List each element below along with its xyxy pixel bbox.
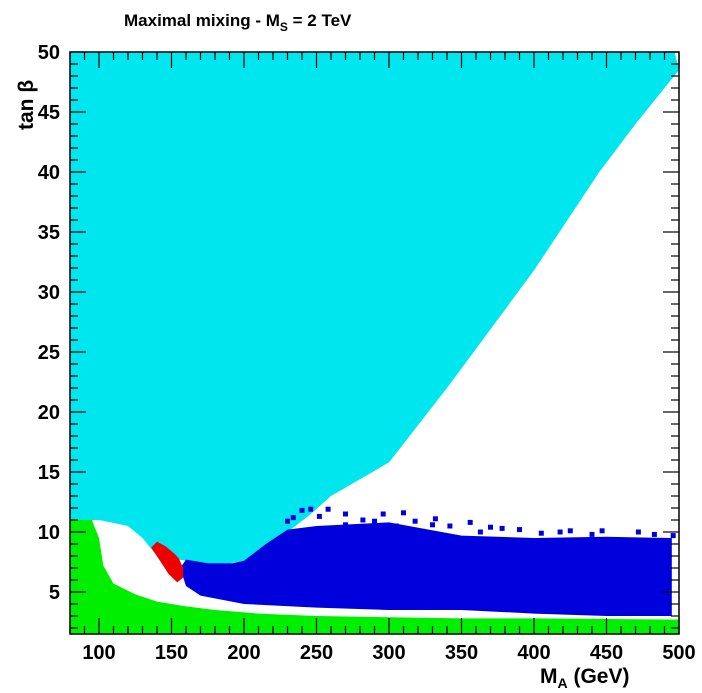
scatter-point	[290, 515, 296, 521]
region-allowed-blue	[180, 522, 672, 616]
y-tick-label: 20	[38, 402, 60, 424]
axis-tick-labels: 100 150 200 250 300 350 400 450 500 5 10 15 20 25 30 35…	[38, 42, 696, 664]
y-tick-label: 25	[38, 342, 60, 364]
y-tick-label: 15	[38, 462, 60, 484]
scatter-point	[430, 522, 435, 528]
scatter-point	[447, 523, 453, 529]
scatter-point	[401, 510, 406, 516]
x-tick-label: 450	[590, 642, 623, 664]
scatter-point	[635, 529, 641, 535]
x-tick-label: 350	[445, 642, 478, 664]
scatter-point	[488, 524, 493, 530]
y-tick-label: 10	[38, 522, 60, 544]
y-tick-label: 35	[38, 222, 60, 244]
region-allowed-green	[70, 520, 679, 634]
scatter-point	[299, 507, 305, 513]
scatter-point	[285, 518, 290, 524]
scatter-point	[343, 522, 348, 528]
scatter-point	[567, 528, 573, 534]
scatter-point	[599, 528, 605, 534]
scatter-point	[499, 525, 505, 531]
chart-scatter-points	[285, 506, 676, 539]
scatter-point	[557, 529, 563, 535]
x-tick-label: 500	[662, 642, 695, 664]
y-tick-label: 50	[38, 42, 60, 64]
scatter-point	[651, 531, 657, 537]
chart-regions	[70, 52, 679, 634]
scatter-point	[343, 511, 348, 517]
x-tick-label: 100	[82, 642, 115, 664]
scatter-point	[380, 511, 386, 517]
scatter-point	[467, 519, 473, 525]
scatter-point	[538, 530, 544, 536]
scatter-point	[670, 533, 676, 539]
scatter-point	[477, 529, 483, 535]
region-excluded-cyan	[70, 52, 679, 564]
y-tick-label: 5	[49, 582, 60, 604]
x-tick-label: 150	[155, 642, 188, 664]
x-tick-label: 200	[227, 642, 260, 664]
scatter-point	[308, 506, 314, 512]
x-tick-label: 300	[372, 642, 405, 664]
x-axis-title: MA (GeV)	[540, 665, 629, 691]
y-axis-title: tan β	[15, 80, 38, 130]
scatter-point	[393, 523, 399, 529]
scatter-point	[517, 527, 522, 533]
scatter-point	[432, 516, 438, 522]
chart-title: Maximal mixing - MS = 2 TeV	[124, 11, 352, 34]
scatter-point	[412, 518, 418, 524]
scatter-point	[316, 513, 322, 519]
region-allowed-red	[151, 541, 184, 583]
y-tick-label: 45	[38, 102, 60, 124]
x-tick-label: 400	[517, 642, 550, 664]
scatter-point	[589, 531, 595, 537]
scatter-point	[325, 506, 331, 512]
y-tick-label: 30	[38, 282, 60, 304]
y-tick-label: 40	[38, 162, 60, 184]
x-tick-label: 250	[300, 642, 333, 664]
scatter-point	[372, 518, 377, 524]
axis-ticks	[69, 51, 680, 634]
scatter-point	[360, 517, 366, 523]
